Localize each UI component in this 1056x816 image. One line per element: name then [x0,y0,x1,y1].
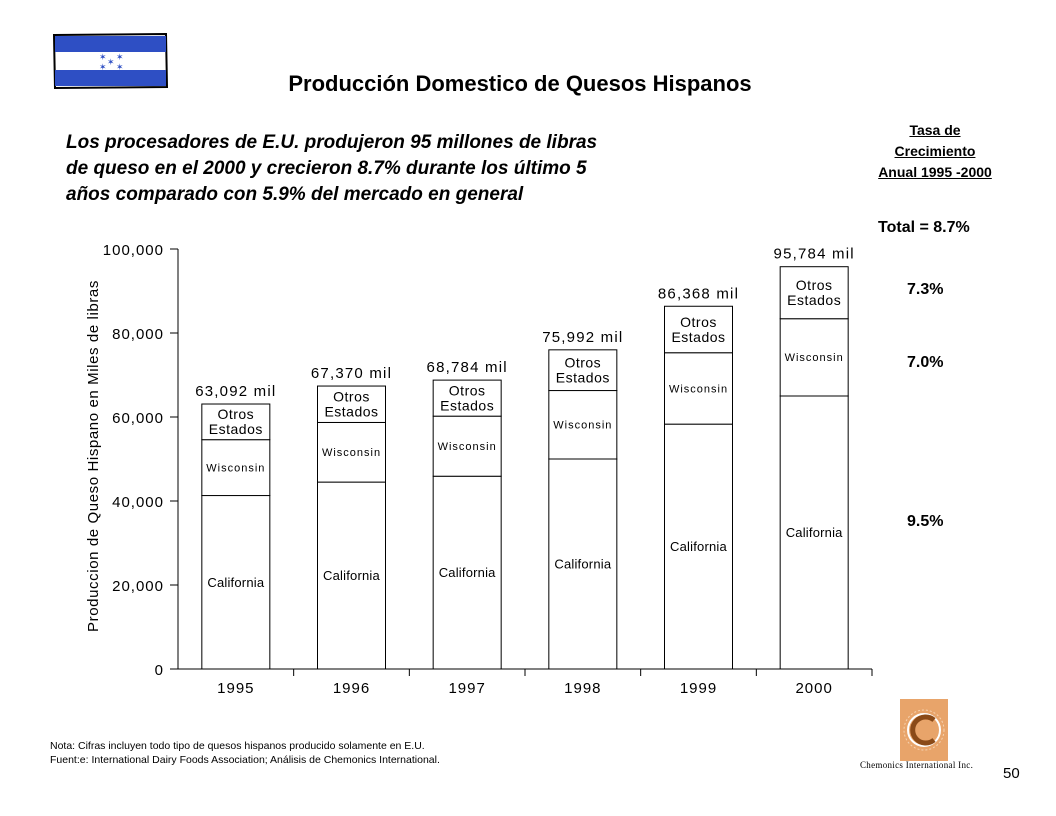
subtitle-line: Los procesadores de E.U. produjeron 95 m… [66,132,598,153]
bar-segment-california [201,495,271,670]
bar-label-otros-estados: Estados [787,292,841,308]
bar-label-california: California [554,557,611,572]
x-tick-label: 1998 [564,680,601,697]
bar-total-label: 95,784 mil [774,246,855,263]
bar-segment-california [548,458,618,670]
bar-label-otros-estados: Otros [564,355,601,371]
bar-segment-otros-estados [548,349,618,392]
x-tick-label: 1996 [333,680,370,697]
bar-segment-wisconsin [432,415,502,477]
growth-header-line: Crecimiento [894,143,976,159]
bar-segment-wisconsin [317,421,386,483]
svg-text:✶: ✶ [116,53,124,63]
bar-label-wisconsin: Wisconsin [553,420,612,432]
y-tick-label: 40,000 [112,494,164,511]
honduras-flag-icon: ✶ ✶ ✶ ✶ ✶ [52,33,168,89]
x-tick-label: 1999 [680,680,717,697]
x-tick-label: 2000 [795,680,832,697]
chemonics-logo-icon [900,699,948,761]
bar-label-wisconsin: Wisconsin [438,441,497,453]
chart-bars [201,266,849,670]
y-axis-label: Produccion de Queso Hispano en Miles de … [85,280,102,632]
bar-label-california: California [439,565,496,580]
growth-header-line: Anual 1995 -2000 [878,164,992,180]
svg-text:✶: ✶ [99,53,107,63]
bar-segment-otros-estados [779,266,849,320]
flag-stripe-bottom [55,70,166,86]
bar-segment-wisconsin [779,318,849,397]
bar-label-otros-estados: Estados [440,398,494,414]
x-tick-label: 1997 [448,680,485,697]
growth-otros-estados: 7.3% [907,281,944,298]
bar-label-otros-estados: Estados [671,329,725,345]
bar-segment-otros-estados [432,379,502,417]
bar-total-label: 63,092 mil [195,383,276,400]
growth-header-line: Tasa de [909,122,961,138]
bar-label-wisconsin: Wisconsin [785,352,844,364]
bar-label-otros-estados: Otros [449,383,486,399]
bar-label-wisconsin: Wisconsin [206,462,265,474]
subtitle: Los procesadores de E.U. produjeron 95 m… [66,130,766,208]
y-tick-label: 60,000 [112,410,164,427]
bar-total-label: 68,784 mil [427,359,508,376]
bar-label-california: California [207,575,264,590]
bar-label-wisconsin: Wisconsin [322,447,381,459]
bar-label-otros-estados: Estados [556,370,610,386]
chart-axes: 0 20,000 40,000 60,000 80,000 100,000 Producci… [85,242,873,697]
flag-stripe-top [55,36,166,52]
bar-segment-wisconsin [664,352,733,425]
bar-label-otros-estados: Estados [209,421,263,437]
footnote-source: Fuent:e: International Dairy Foods Assoc… [50,754,440,766]
bar-label-california: California [323,568,380,583]
page-number: 50 [1003,765,1020,782]
logo-text: Chemonics International Inc. [860,760,974,770]
subtitle-line: años comparado con 5.9% del mercado en g… [66,184,524,205]
bar-segment-california [779,395,849,670]
bar-label-otros-estados: Otros [796,277,833,293]
y-tick-label: 20,000 [112,578,164,595]
svg-text:✶: ✶ [107,58,115,68]
y-tick-label: 0 [155,662,164,679]
bar-label-wisconsin: Wisconsin [669,383,728,395]
bar-label-california: California [786,525,843,540]
subtitle-line: de queso en el 2000 y crecieron 8.7% dur… [66,158,587,179]
y-tick-label: 80,000 [112,326,164,343]
y-tick-label: 100,000 [103,242,164,259]
bar-label-otros-estados: Estados [324,404,378,420]
growth-california: 9.5% [907,513,944,530]
bar-total-label: 67,370 mil [311,365,392,382]
bar-label-california: California [670,539,727,554]
bar-segment-california [664,423,733,670]
footnote: Nota: Cifras incluyen todo tipo de queso… [50,739,440,767]
x-tick-label: 1995 [217,680,254,697]
bar-segment-otros-estados [317,385,386,423]
bar-segment-otros-estados [201,403,271,441]
bar-segment-california [432,475,502,670]
page-title: Producción Domestico de Quesos Hispanos [288,71,752,96]
bar-label-otros-estados: Otros [680,314,717,330]
growth-wisconsin: 7.0% [907,354,944,371]
bar-label-otros-estados: Otros [217,406,254,422]
bar-label-otros-estados: Otros [333,389,370,405]
bar-segment-otros-estados [664,305,733,354]
svg-text:✶: ✶ [99,63,107,73]
bar-total-label: 75,992 mil [542,329,623,346]
svg-text:✶: ✶ [116,63,124,73]
growth-total: Total = 8.7% [878,219,970,236]
footnote-note: Nota: Cifras incluyen todo tipo de queso… [50,740,425,752]
bar-total-label: 86,368 mil [658,285,739,302]
bar-segment-wisconsin [548,390,618,460]
growth-rate-header: Tasa de Crecimiento Anual 1995 -2000 [855,120,1015,183]
